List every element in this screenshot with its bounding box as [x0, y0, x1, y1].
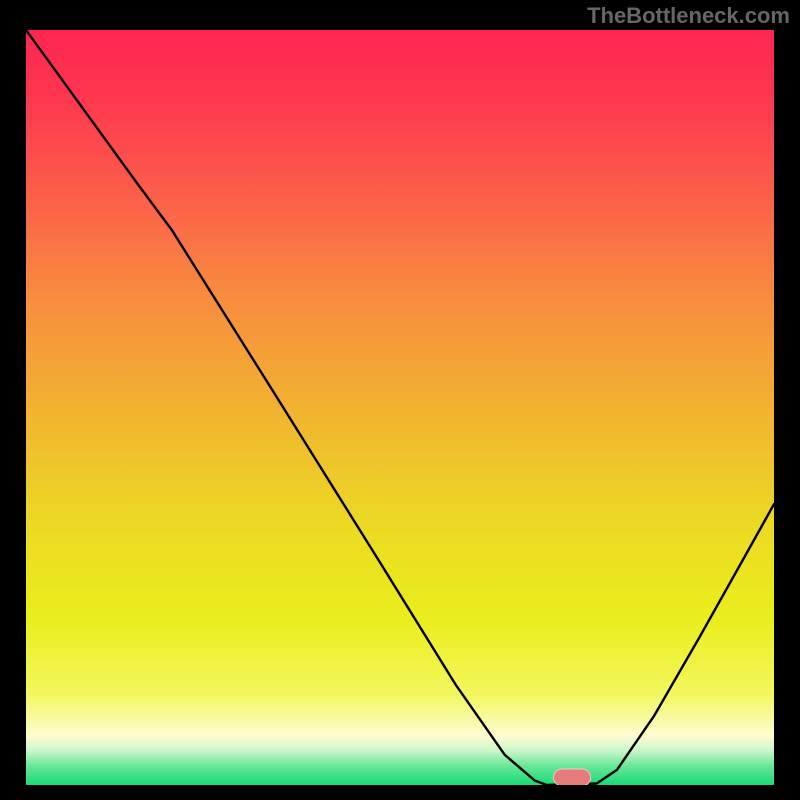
watermark-text: TheBottleneck.com [587, 3, 790, 29]
optimal-point-marker [553, 769, 591, 785]
curve-path [26, 30, 774, 785]
bottleneck-curve [26, 30, 774, 785]
plot-area [26, 30, 774, 785]
figure-root: TheBottleneck.com [0, 0, 800, 800]
